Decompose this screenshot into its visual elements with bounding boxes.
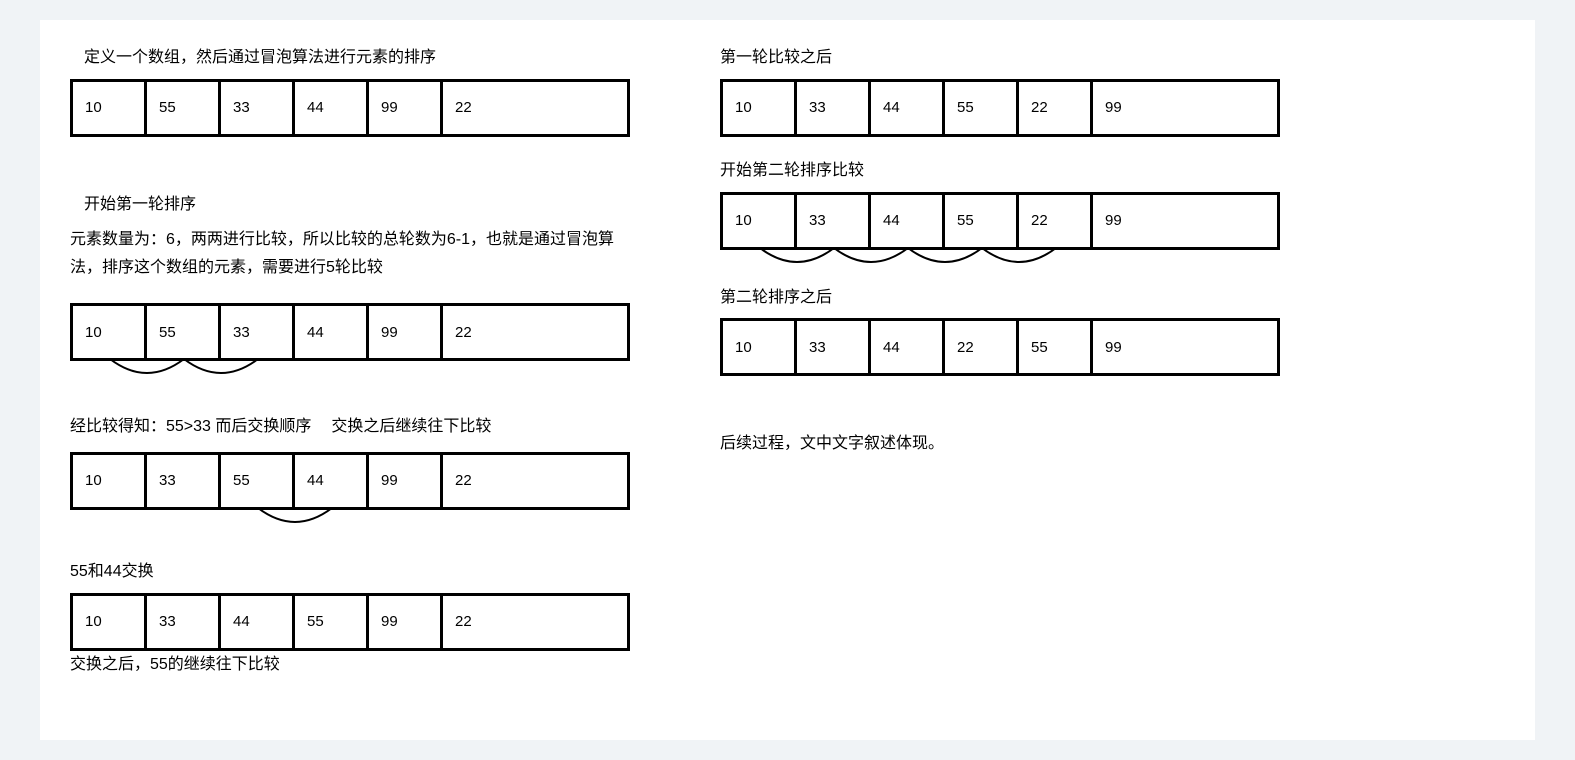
array-row: 105533449922 bbox=[70, 303, 630, 361]
array-cell: 33 bbox=[797, 195, 871, 247]
array-cell: 99 bbox=[369, 596, 443, 648]
array-cell: 22 bbox=[443, 306, 517, 358]
caption-define-array: 定义一个数组，然后通过冒泡算法进行元素的排序 bbox=[84, 44, 630, 73]
array-row: 105533449922 bbox=[70, 79, 630, 137]
array-cell: 44 bbox=[871, 321, 945, 373]
array-cell: 22 bbox=[945, 321, 1019, 373]
array-round2-before: 103344552299 bbox=[720, 192, 1280, 278]
right-column: 第一轮比较之后 103344552299 开始第二轮排序比较 103344552… bbox=[720, 40, 1280, 720]
array-cell: 55 bbox=[1019, 321, 1093, 373]
array-round1-before: 105533449922 bbox=[70, 303, 630, 389]
array-cell: 99 bbox=[369, 306, 443, 358]
compare-arcs bbox=[70, 359, 630, 389]
array-cell: 10 bbox=[73, 306, 147, 358]
array-cell: 99 bbox=[1093, 321, 1167, 373]
left-column: 定义一个数组，然后通过冒泡算法进行元素的排序 105533449922 开始第一… bbox=[70, 40, 630, 720]
array-cell: 55 bbox=[147, 82, 221, 134]
caption-first-round: 开始第一轮排序 bbox=[84, 191, 630, 220]
array-row: 103344552299 bbox=[720, 79, 1280, 137]
array-row: 103344559922 bbox=[70, 593, 630, 651]
caption-explain: 元素数量为：6，两两进行比较，所以比较的总轮数为6-1，也就是通过冒泡算法，排序… bbox=[70, 226, 630, 284]
array-cell: 55 bbox=[295, 596, 369, 648]
array-initial: 105533449922 bbox=[70, 79, 630, 137]
array-cell: 44 bbox=[871, 82, 945, 134]
array-cell: 10 bbox=[73, 455, 147, 507]
array-after-swap-1: 103355449922 bbox=[70, 452, 630, 538]
array-cell: 55 bbox=[945, 195, 1019, 247]
array-after-round1: 103344552299 bbox=[720, 79, 1280, 137]
caption-continue-2: 交换之后，55的继续往下比较 bbox=[70, 651, 630, 680]
caption-continue-1: 交换之后继续往下比较 bbox=[331, 413, 491, 442]
array-cell: 99 bbox=[1093, 82, 1167, 134]
array-cell: 10 bbox=[73, 82, 147, 134]
array-cell: 10 bbox=[73, 596, 147, 648]
array-cell: 44 bbox=[295, 306, 369, 358]
array-cell: 22 bbox=[1019, 195, 1093, 247]
array-cell: 44 bbox=[295, 82, 369, 134]
array-row: 103344225599 bbox=[720, 318, 1280, 376]
array-cell: 33 bbox=[797, 321, 871, 373]
array-cell: 44 bbox=[295, 455, 369, 507]
caption-swap-55-44: 55和44交换 bbox=[70, 558, 630, 587]
caption-swap-55-33: 经比较得知：55>33 而后交换顺序 bbox=[70, 413, 311, 442]
array-cell: 10 bbox=[723, 321, 797, 373]
array-after-swap-2: 103344559922 bbox=[70, 593, 630, 651]
caption-after-round1: 第一轮比较之后 bbox=[720, 44, 1280, 73]
array-cell: 44 bbox=[221, 596, 295, 648]
array-cell: 33 bbox=[147, 455, 221, 507]
array-cell: 44 bbox=[871, 195, 945, 247]
caption-after-round2: 第二轮排序之后 bbox=[720, 284, 1280, 313]
array-cell: 99 bbox=[369, 455, 443, 507]
compare-arcs bbox=[70, 508, 630, 538]
array-cell: 33 bbox=[147, 596, 221, 648]
array-cell: 22 bbox=[443, 596, 517, 648]
array-cell: 22 bbox=[1019, 82, 1093, 134]
caption-followup: 后续过程，文中文字叙述体现。 bbox=[720, 430, 1280, 459]
array-cell: 99 bbox=[1093, 195, 1167, 247]
array-cell: 33 bbox=[221, 82, 295, 134]
array-cell: 33 bbox=[221, 306, 295, 358]
array-row: 103355449922 bbox=[70, 452, 630, 510]
caption-start-round2: 开始第二轮排序比较 bbox=[720, 157, 1280, 186]
array-cell: 33 bbox=[797, 82, 871, 134]
array-cell: 10 bbox=[723, 195, 797, 247]
compare-arcs bbox=[720, 248, 1280, 278]
array-cell: 55 bbox=[945, 82, 1019, 134]
array-cell: 10 bbox=[723, 82, 797, 134]
array-cell: 55 bbox=[147, 306, 221, 358]
array-cell: 55 bbox=[221, 455, 295, 507]
array-after-round2: 103344225599 bbox=[720, 318, 1280, 376]
array-row: 103344552299 bbox=[720, 192, 1280, 250]
diagram-canvas: 定义一个数组，然后通过冒泡算法进行元素的排序 105533449922 开始第一… bbox=[40, 20, 1535, 740]
array-cell: 22 bbox=[443, 82, 517, 134]
array-cell: 22 bbox=[443, 455, 517, 507]
array-cell: 99 bbox=[369, 82, 443, 134]
